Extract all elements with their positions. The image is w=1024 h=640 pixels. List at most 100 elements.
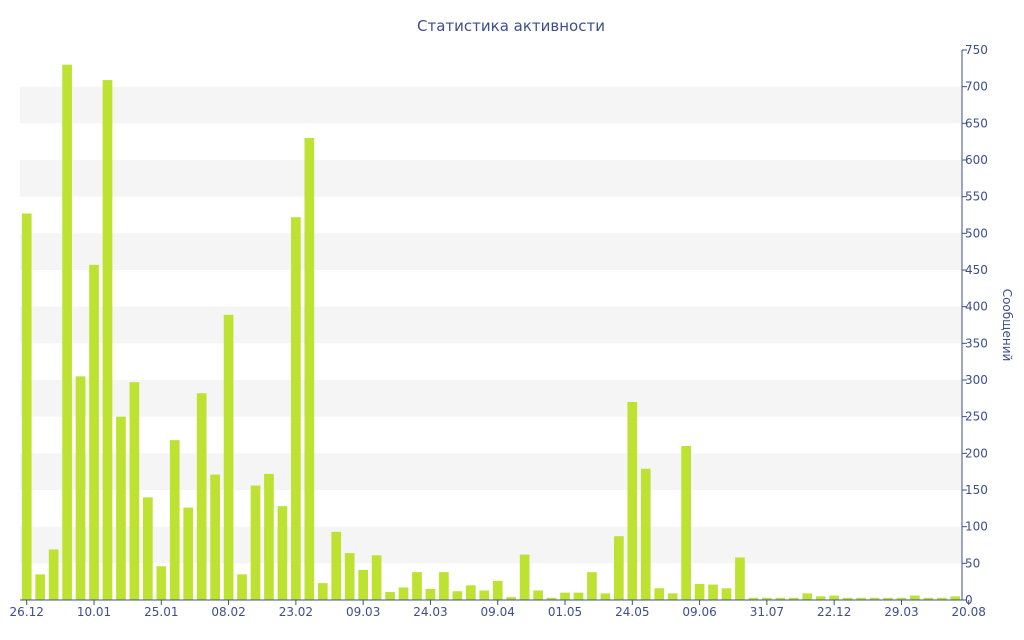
- bar[interactable]: [62, 64, 72, 600]
- bar[interactable]: [923, 597, 934, 600]
- bar[interactable]: [317, 583, 328, 600]
- bar[interactable]: [385, 591, 395, 600]
- y-tick-label: 500: [965, 226, 988, 240]
- bar[interactable]: [156, 566, 167, 600]
- y-axis-title: Сообщений: [1000, 289, 1014, 362]
- x-tick-label: 01.05: [548, 605, 582, 619]
- bar[interactable]: [627, 402, 638, 600]
- bar[interactable]: [533, 590, 543, 600]
- bar[interactable]: [708, 584, 718, 600]
- y-axis-ticks: 0 50 100 150 200 250 300 350 400 450 500 550 600 650 7…: [962, 43, 988, 607]
- x-tick-label: 24.03: [413, 605, 447, 619]
- y-tick-label: 50: [965, 556, 980, 570]
- y-tick-label: 200: [965, 446, 988, 460]
- bar[interactable]: [237, 574, 247, 600]
- bar[interactable]: [896, 597, 907, 600]
- bar[interactable]: [142, 497, 153, 600]
- bar[interactable]: [492, 580, 503, 600]
- grid-band: [20, 86, 962, 124]
- x-tick-label: 23.02: [279, 605, 313, 619]
- bar[interactable]: [183, 507, 194, 600]
- x-tick-label: 26.12: [10, 605, 44, 619]
- y-tick-label: 700: [965, 80, 988, 94]
- bar[interactable]: [842, 597, 853, 600]
- bar[interactable]: [89, 264, 99, 600]
- x-tick-label: 24.05: [615, 605, 649, 619]
- bar[interactable]: [196, 393, 207, 600]
- bar[interactable]: [102, 80, 113, 601]
- bar[interactable]: [412, 572, 422, 600]
- grid-band: [20, 306, 962, 344]
- bar[interactable]: [439, 572, 449, 600]
- bar[interactable]: [291, 217, 301, 600]
- y-tick-label: 100: [965, 520, 988, 534]
- grid-band: [20, 233, 962, 270]
- bar[interactable]: [398, 587, 409, 600]
- grid-bands: [20, 86, 962, 564]
- bar[interactable]: [116, 416, 126, 600]
- y-tick-label: 450: [965, 263, 988, 277]
- bar[interactable]: [788, 597, 799, 600]
- bar[interactable]: [425, 589, 436, 600]
- grid-band: [20, 526, 962, 564]
- bar[interactable]: [519, 554, 530, 600]
- bar[interactable]: [358, 569, 369, 600]
- bar[interactable]: [600, 593, 611, 600]
- bar[interactable]: [654, 588, 665, 600]
- y-tick-label: 750: [965, 43, 988, 57]
- bar[interactable]: [829, 595, 840, 600]
- bar[interactable]: [21, 213, 32, 601]
- bar[interactable]: [169, 440, 180, 600]
- bar[interactable]: [640, 468, 651, 600]
- bar[interactable]: [721, 588, 732, 600]
- bar[interactable]: [465, 585, 476, 600]
- bar[interactable]: [277, 506, 288, 600]
- bar[interactable]: [667, 593, 678, 600]
- bar[interactable]: [479, 590, 490, 600]
- bar[interactable]: [223, 314, 234, 600]
- bar[interactable]: [331, 531, 342, 600]
- bar[interactable]: [587, 572, 597, 600]
- bar[interactable]: [802, 593, 813, 600]
- bar[interactable]: [869, 597, 880, 600]
- x-tick-label: 09.06: [682, 605, 716, 619]
- bar[interactable]: [560, 592, 570, 600]
- grid-band: [20, 380, 962, 417]
- bar[interactable]: [613, 536, 624, 600]
- bar[interactable]: [936, 597, 947, 600]
- bar[interactable]: [950, 596, 961, 600]
- bar[interactable]: [506, 597, 517, 600]
- bar[interactable]: [371, 555, 382, 600]
- bar[interactable]: [75, 376, 86, 600]
- y-tick-label: 150: [965, 483, 988, 497]
- bar[interactable]: [546, 597, 557, 600]
- bar[interactable]: [681, 446, 691, 600]
- bar[interactable]: [452, 591, 463, 600]
- bar[interactable]: [210, 474, 220, 600]
- y-tick-label: 250: [965, 410, 988, 424]
- bar[interactable]: [573, 592, 584, 600]
- bar[interactable]: [748, 597, 759, 600]
- bar[interactable]: [129, 382, 140, 600]
- bar[interactable]: [250, 485, 261, 600]
- bar[interactable]: [48, 549, 59, 600]
- bar[interactable]: [762, 597, 772, 600]
- x-tick-label: 20.08: [952, 605, 986, 619]
- x-tick-label: 25.01: [144, 605, 178, 619]
- bar[interactable]: [35, 574, 46, 600]
- bar[interactable]: [815, 596, 826, 600]
- bar[interactable]: [856, 597, 866, 600]
- y-tick-label: 600: [965, 153, 988, 167]
- x-tick-label: 22.12: [817, 605, 851, 619]
- bar[interactable]: [775, 597, 786, 600]
- bar[interactable]: [694, 583, 705, 600]
- bar[interactable]: [735, 557, 745, 600]
- bar[interactable]: [304, 138, 315, 600]
- chart-title: Статистика активности: [417, 17, 605, 35]
- bar[interactable]: [883, 597, 893, 600]
- bar-series: [21, 64, 961, 601]
- bar[interactable]: [910, 595, 920, 600]
- bar[interactable]: [264, 473, 274, 600]
- bar[interactable]: [344, 553, 355, 600]
- x-tick-label: 31.07: [750, 605, 784, 619]
